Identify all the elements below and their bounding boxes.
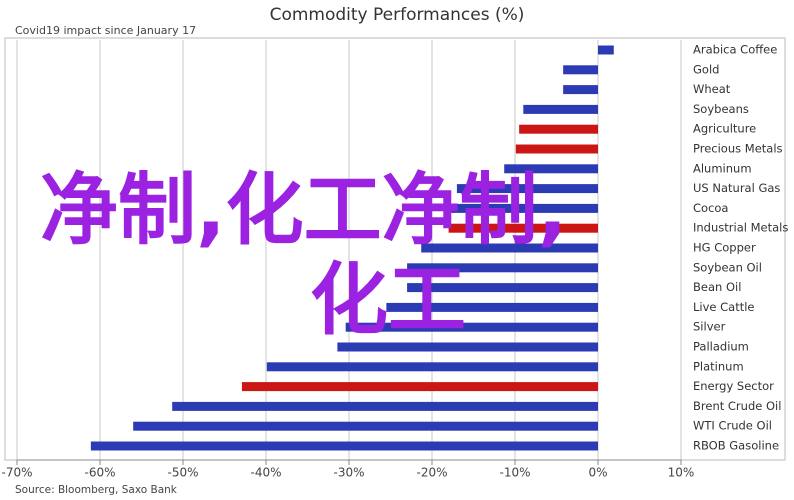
category-label: Arabica Coffee — [693, 43, 777, 57]
source: Source: Bloomberg, Saxo Bank — [15, 484, 178, 496]
category-label: Energy Sector — [693, 379, 774, 393]
category-label: Silver — [693, 320, 726, 334]
x-tick-label: -30% — [333, 466, 364, 480]
bar — [444, 203, 598, 213]
category-label: RBOB Gasoline — [693, 439, 779, 453]
overlay: 净制,化工净制,化工 — [40, 165, 567, 345]
bar — [407, 283, 598, 293]
chart-subtitle: Covid19 impact since January 17 — [15, 24, 196, 37]
category-label: Gold — [693, 62, 719, 76]
category-label: US Natural Gas — [693, 181, 780, 195]
bar — [241, 382, 598, 392]
bar — [386, 302, 598, 312]
category-label: Precious Metals — [693, 142, 783, 156]
x-tick-label: -40% — [250, 466, 281, 480]
x-tick-label: -50% — [167, 466, 198, 480]
category-label: Live Cattle — [693, 300, 755, 314]
bar — [133, 421, 598, 431]
category-label: Palladium — [693, 340, 749, 354]
category-label: Cocoa — [693, 201, 728, 215]
bars: Arabica Coffee Gold Wheat Soybeans Agricultu… — [90, 43, 788, 453]
x-tick-label: -20% — [416, 466, 447, 480]
bar — [421, 243, 598, 253]
bar — [563, 85, 598, 95]
x-tick-label: 0% — [588, 466, 607, 480]
overlay-text: 化工 — [310, 255, 466, 345]
category-label: Aluminum — [693, 161, 752, 175]
category-label: Wheat — [693, 82, 731, 96]
bar — [172, 401, 598, 411]
bar — [598, 45, 614, 55]
bar — [515, 144, 598, 154]
bar — [448, 223, 598, 233]
bar — [523, 104, 598, 114]
category-label: HG Copper — [693, 241, 756, 255]
bar — [266, 362, 598, 372]
bar — [407, 263, 598, 273]
category-label: WTI Crude Oil — [693, 419, 772, 433]
chart-title: Commodity Performances (%) — [270, 5, 525, 25]
category-label: Bean Oil — [693, 280, 741, 294]
x-tick-label: -60% — [84, 466, 115, 480]
bar — [519, 124, 598, 134]
category-label: Brent Crude Oil — [693, 399, 781, 413]
category-label: Soybean Oil — [693, 260, 762, 274]
x-tick-label: 10% — [668, 466, 695, 480]
x-tick-label: -70% — [1, 466, 32, 480]
grid: -70% -60% -50% -40% -30% -20% -10% 0% 10% — [1, 40, 694, 480]
bar — [90, 441, 599, 451]
x-tick-label: -10% — [499, 466, 530, 480]
overlay-text: 净制,化工净制, — [40, 165, 567, 255]
bar — [345, 322, 598, 332]
bar — [563, 65, 598, 75]
bar — [504, 164, 598, 174]
bar — [456, 184, 598, 194]
bar — [337, 342, 598, 352]
category-label: Industrial Metals — [693, 221, 788, 235]
category-label: Agriculture — [693, 122, 756, 136]
category-label: Soybeans — [693, 102, 749, 116]
category-label: Platinum — [693, 359, 744, 373]
